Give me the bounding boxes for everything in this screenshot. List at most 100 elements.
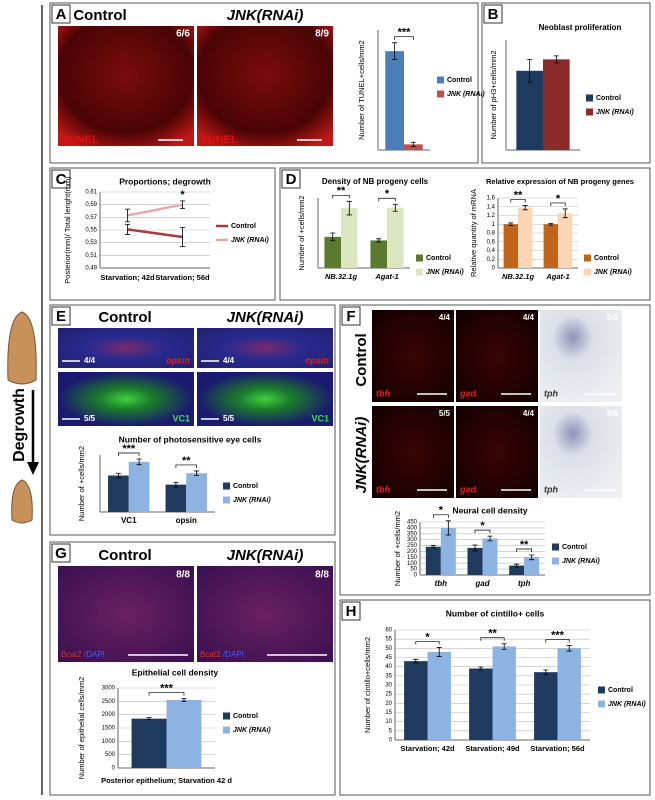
y-tick-label: 25 xyxy=(385,692,392,698)
legend-swatch xyxy=(223,726,230,734)
panel-label: C xyxy=(56,171,67,188)
legend-swatch xyxy=(552,543,559,551)
significance: *** xyxy=(160,683,174,695)
annotation: * xyxy=(180,189,185,201)
significance-bracket xyxy=(432,514,449,518)
legend-swatch xyxy=(584,268,591,276)
y-tick-label: 0,4 xyxy=(487,248,496,254)
y-tick-label: 1,2 xyxy=(487,213,496,219)
panel-label: G xyxy=(55,545,67,562)
chart-title: Number of cintillo+ cells xyxy=(446,608,545,618)
stain-label: tph xyxy=(544,484,558,494)
legend-swatch xyxy=(598,686,605,694)
legend-label: JNK (RNAi) xyxy=(447,91,485,98)
error-bar xyxy=(445,520,451,536)
y-tick-label: 350 xyxy=(407,531,418,537)
score: 8/8 xyxy=(315,570,329,581)
x-tick-label: opsin xyxy=(176,516,197,525)
error-bar xyxy=(181,698,187,702)
significance: * xyxy=(385,188,390,200)
legend-label: Control xyxy=(594,255,619,262)
error-bar xyxy=(472,544,478,552)
bar xyxy=(387,207,404,268)
y-axis-label: Number of TUNEL+cells/mm2 xyxy=(357,40,366,140)
error-bar xyxy=(125,223,130,235)
error-bar xyxy=(180,227,185,247)
y-axis-label: Number of +cells/mm2 xyxy=(297,195,306,270)
y-tick-label: 0,8 xyxy=(487,231,496,237)
bar xyxy=(534,672,558,740)
x-tick-label: tph xyxy=(518,579,531,588)
bar xyxy=(341,208,358,268)
legend-label: Control xyxy=(233,483,258,490)
bar xyxy=(128,461,150,512)
line xyxy=(127,228,183,239)
stain-label: opsin xyxy=(305,355,330,365)
bar xyxy=(469,668,493,740)
y-tick-label: 30 xyxy=(385,683,392,689)
y-tick-label: 0,2 xyxy=(487,257,496,263)
panel-frame xyxy=(279,167,651,301)
y-tick-label: 300 xyxy=(407,537,418,543)
significance-bracket xyxy=(394,36,414,40)
column-title: Control xyxy=(73,7,126,24)
bar xyxy=(166,700,202,768)
legend-swatch xyxy=(584,254,591,262)
y-tick-label: 0 xyxy=(414,573,418,579)
score: 5/5 xyxy=(607,313,619,322)
significance: ** xyxy=(488,628,497,640)
error-bar xyxy=(146,717,152,721)
y-tick-label: 1 xyxy=(492,222,496,228)
panel-frame xyxy=(481,2,651,164)
score: 5/5 xyxy=(223,414,235,423)
error-bar xyxy=(173,481,179,488)
legend-label: JNK (RNAi) xyxy=(608,701,646,708)
micrograph xyxy=(58,328,194,368)
y-tick-label: 15 xyxy=(385,710,392,716)
x-tick-label: Agat-1 xyxy=(545,272,569,281)
bar xyxy=(324,236,341,268)
legend-swatch xyxy=(416,254,423,262)
x-tick-label: tbh xyxy=(435,579,448,588)
bar xyxy=(557,648,581,740)
bar xyxy=(492,646,516,740)
legend-label: JNK (RNAi) xyxy=(596,109,634,116)
significance-bracket xyxy=(332,194,350,199)
y-tick-label: 50 xyxy=(410,567,417,573)
error-bar xyxy=(514,563,520,568)
bar xyxy=(404,661,428,740)
panel-frame xyxy=(49,167,276,301)
error-bar xyxy=(522,205,528,211)
y-axis-label: Relative quantity of mRNA xyxy=(469,189,478,277)
y-tick-label: 2500 xyxy=(102,699,116,705)
error-bar xyxy=(430,545,436,549)
bar xyxy=(516,70,543,150)
error-bar xyxy=(413,658,419,664)
stain-label: gad xyxy=(459,484,477,494)
stain-label: TUNEL xyxy=(201,134,238,146)
error-bar xyxy=(566,645,572,652)
bar xyxy=(425,546,441,575)
y-tick-label: 5 xyxy=(389,728,393,734)
bar xyxy=(404,144,423,150)
legend-label: Control xyxy=(447,77,472,84)
y-tick-label: 0,49 xyxy=(85,266,97,272)
significance: *** xyxy=(551,629,565,641)
y-axis-label: Number of pH3+cells/mm2 xyxy=(489,51,498,140)
error-bar xyxy=(548,222,554,226)
legend-swatch xyxy=(223,712,230,720)
chart-title: Density of NB progeny cells xyxy=(322,177,429,186)
y-tick-label: 3000 xyxy=(102,686,116,692)
x-tick-label: NB.32.1g xyxy=(325,272,358,281)
bar xyxy=(543,224,558,268)
panel-label: H xyxy=(346,603,357,620)
micrograph xyxy=(197,566,333,662)
panel-label: A xyxy=(56,6,67,23)
error-bar xyxy=(125,208,130,223)
micrograph xyxy=(540,406,622,498)
panel-label-box xyxy=(341,306,361,326)
legend-label: Control xyxy=(596,95,621,102)
micrograph xyxy=(197,328,333,368)
panel-label-box xyxy=(281,169,301,189)
